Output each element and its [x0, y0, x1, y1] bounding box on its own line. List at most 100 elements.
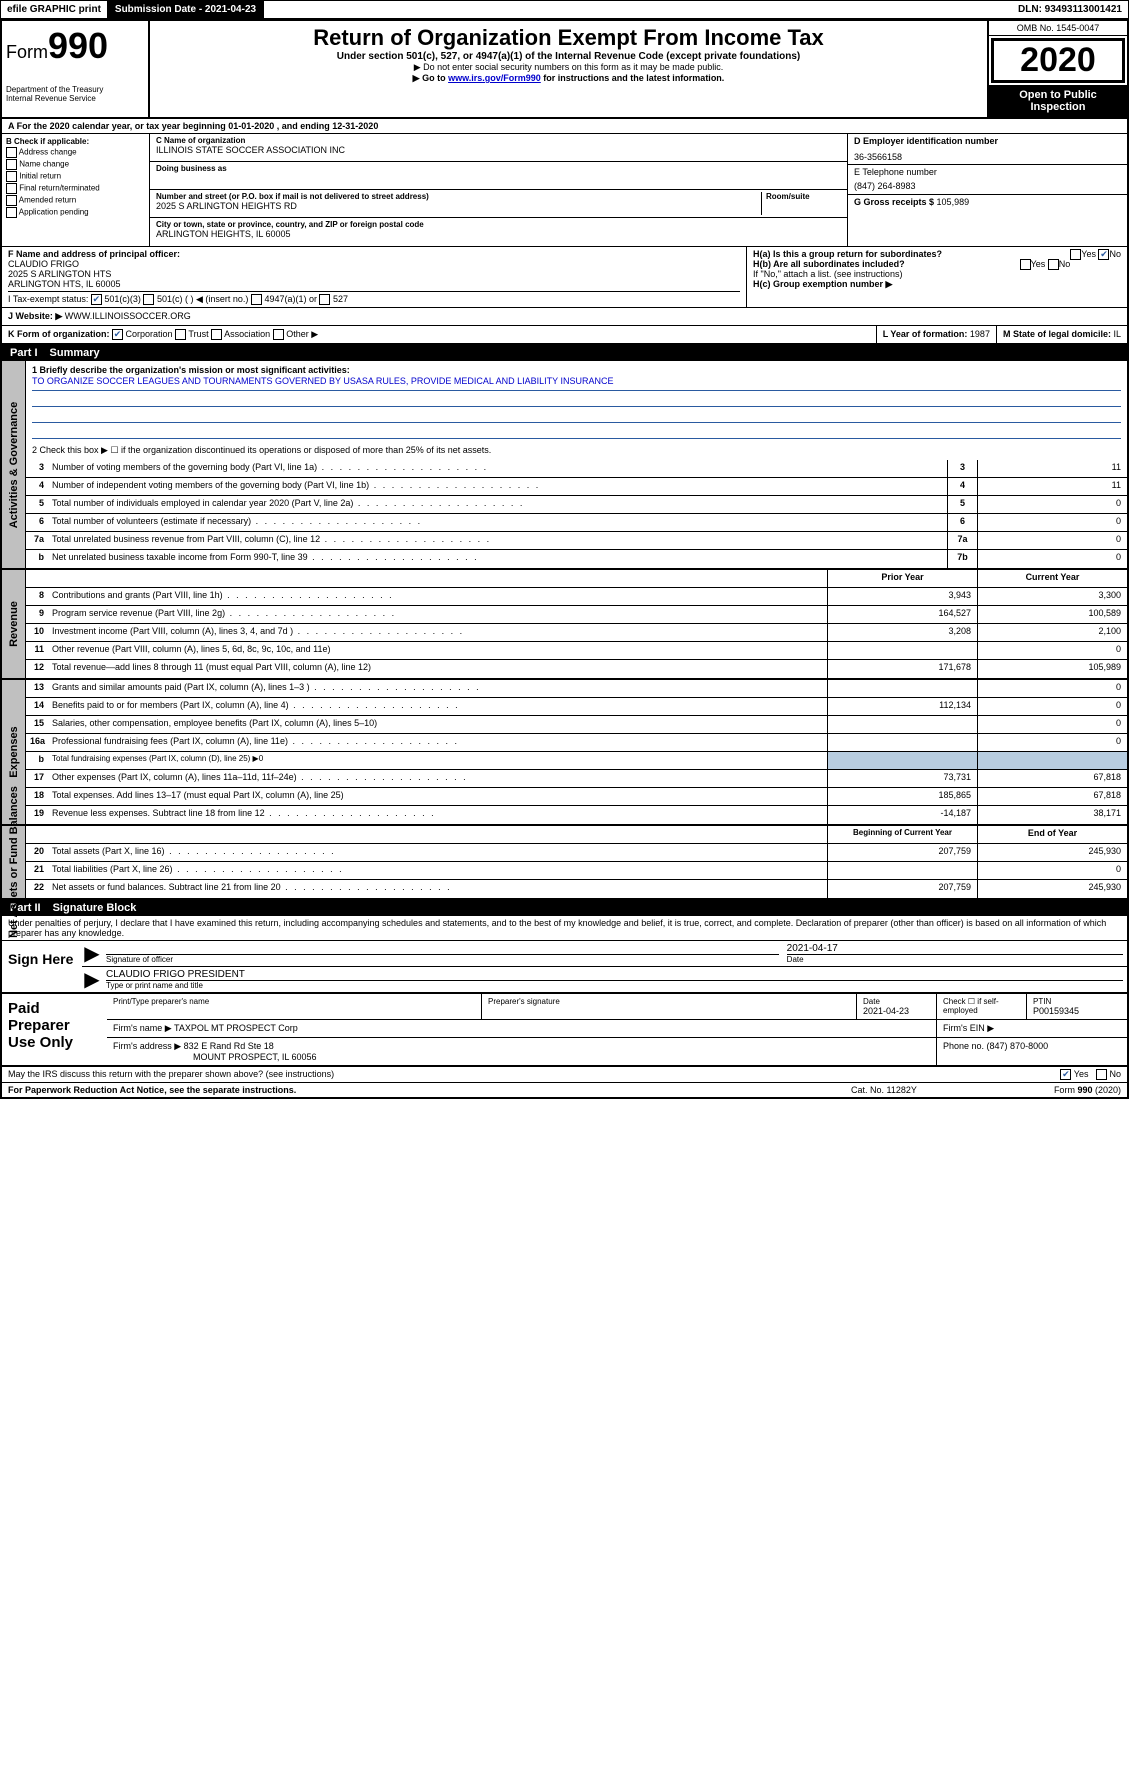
q2: 2 Check this box ▶ ☐ if the organization…: [32, 445, 1121, 456]
curr-year-header: Current Year: [977, 570, 1127, 587]
firm-name: TAXPOL MT PROSPECT Corp: [174, 1023, 298, 1033]
l4-val: 11: [977, 478, 1127, 495]
hb-label: H(b) Are all subordinates included?: [753, 259, 905, 269]
hb-no[interactable]: [1048, 259, 1059, 270]
top-bar: efile GRAPHIC print Submission Date - 20…: [0, 0, 1129, 19]
form-subtitle: Under section 501(c), 527, or 4947(a)(1)…: [158, 51, 979, 62]
chk-assoc[interactable]: [211, 329, 222, 340]
l7a-val: 0: [977, 532, 1127, 549]
col-b: B Check if applicable: Address change Na…: [2, 134, 150, 246]
l13-prior: [827, 680, 977, 697]
phone-label: Phone no.: [943, 1041, 987, 1051]
note-ssn: ▶ Do not enter social security numbers o…: [158, 62, 979, 73]
l15-desc: Salaries, other compensation, employee b…: [48, 716, 827, 733]
chk-initial: Initial return: [6, 171, 145, 182]
irs-link[interactable]: www.irs.gov/Form990: [448, 73, 541, 83]
gross: 105,989: [937, 197, 970, 207]
l12-curr: 105,989: [977, 660, 1127, 678]
net-curr-header: End of Year: [977, 826, 1127, 843]
paperwork-notice: For Paperwork Reduction Act Notice, see …: [8, 1085, 851, 1095]
officer-name: CLAUDIO FRIGO: [8, 259, 740, 269]
chk-501c[interactable]: [143, 294, 154, 305]
l5-val: 0: [977, 496, 1127, 513]
ein-label: D Employer identification number: [854, 136, 1121, 146]
l16a-prior: [827, 734, 977, 751]
org-name: ILLINOIS STATE SOCCER ASSOCIATION INC: [156, 145, 841, 155]
part2-heading: Signature Block: [53, 902, 137, 914]
chk-final: Final return/terminated: [6, 183, 145, 194]
chk-other[interactable]: [273, 329, 284, 340]
l10-curr: 2,100: [977, 624, 1127, 641]
l20-curr: 245,930: [977, 844, 1127, 861]
chk-527[interactable]: [319, 294, 330, 305]
chk-name: Name change: [6, 159, 145, 170]
efile-label[interactable]: efile GRAPHIC print: [1, 2, 107, 17]
side-governance: Activities & Governance: [2, 361, 26, 568]
city: ARLINGTON HEIGHTS, IL 60005: [156, 229, 841, 239]
l9-curr: 100,589: [977, 606, 1127, 623]
l12-prior: 171,678: [827, 660, 977, 678]
header: Form990 Department of the Treasury Inter…: [2, 21, 1127, 119]
prior-year-header: Prior Year: [827, 570, 977, 587]
state-domicile: IL: [1113, 329, 1121, 339]
prep-selfemp: Check ☐ if self-employed: [937, 994, 1027, 1019]
chk-corp[interactable]: [112, 329, 123, 340]
ha-yes[interactable]: [1070, 249, 1081, 260]
col-c: C Name of organization ILLINOIS STATE SO…: [150, 134, 847, 246]
l12-desc: Total revenue—add lines 8 through 11 (mu…: [48, 660, 827, 678]
hb-note: If "No," attach a list. (see instruction…: [753, 269, 1121, 279]
cat-no: Cat. No. 11282Y: [851, 1085, 1001, 1095]
year-formation-label: L Year of formation:: [883, 329, 970, 339]
col-b-title: B Check if applicable:: [6, 137, 145, 146]
chk-pending: Application pending: [6, 207, 145, 218]
officer-addr1: 2025 S ARLINGTON HTS: [8, 269, 740, 279]
row-a: A For the 2020 calendar year, or tax yea…: [2, 119, 1127, 134]
l6-desc: Total number of volunteers (estimate if …: [48, 514, 947, 531]
prep-date: 2021-04-23: [863, 1006, 930, 1016]
mission-blank2: [32, 407, 1121, 423]
l15-curr: 0: [977, 716, 1127, 733]
part2-header: Part II Signature Block: [2, 900, 1127, 916]
l17-curr: 67,818: [977, 770, 1127, 787]
tax-status-label: I Tax-exempt status:: [8, 294, 88, 304]
ptin: P00159345: [1033, 1006, 1121, 1016]
discuss-no[interactable]: [1096, 1069, 1107, 1080]
footer-row: For Paperwork Reduction Act Notice, see …: [2, 1083, 1127, 1097]
l21-desc: Total liabilities (Part X, line 26): [48, 862, 827, 879]
form-word: Form: [6, 42, 48, 62]
l20-desc: Total assets (Part X, line 16): [48, 844, 827, 861]
l10-desc: Investment income (Part VIII, column (A)…: [48, 624, 827, 641]
l6-val: 0: [977, 514, 1127, 531]
addr: 2025 S ARLINGTON HEIGHTS RD: [156, 201, 761, 211]
perjury-statement: Under penalties of perjury, I declare th…: [2, 916, 1127, 941]
form-version: Form 990 (2020): [1001, 1085, 1121, 1095]
note-goto: ▶ Go to www.irs.gov/Form990 for instruct…: [158, 73, 979, 84]
section-bcd: B Check if applicable: Address change Na…: [2, 134, 1127, 247]
year-formation: 1987: [970, 329, 990, 339]
row-fgh: F Name and address of principal officer:…: [2, 247, 1127, 308]
chk-trust[interactable]: [175, 329, 186, 340]
l8-prior: 3,943: [827, 588, 977, 605]
chk-501c3[interactable]: [91, 294, 102, 305]
dln: DLN: 93493113001421: [1012, 2, 1128, 17]
revenue-section: Revenue Prior YearCurrent Year 8Contribu…: [2, 570, 1127, 680]
l7b-desc: Net unrelated business taxable income fr…: [48, 550, 947, 568]
side-revenue: Revenue: [2, 570, 26, 678]
part1-label: Part I: [10, 347, 38, 359]
ha-no[interactable]: [1098, 249, 1109, 260]
l15-prior: [827, 716, 977, 733]
l11-desc: Other revenue (Part VIII, column (A), li…: [48, 642, 827, 659]
addr-label: Number and street (or P.O. box if mail i…: [156, 192, 761, 201]
hb-yes[interactable]: [1020, 259, 1031, 270]
chk-4947[interactable]: [251, 294, 262, 305]
discuss-yes[interactable]: [1060, 1069, 1071, 1080]
firm-addr1: 832 E Rand Rd Ste 18: [184, 1041, 274, 1051]
goto-suffix: for instructions and the latest informat…: [541, 73, 725, 83]
form-org-label: K Form of organization:: [8, 329, 110, 339]
firm-name-label: Firm's name ▶: [113, 1023, 172, 1033]
header-left: Form990 Department of the Treasury Inter…: [2, 21, 150, 117]
part1-header: Part I Summary: [2, 345, 1127, 361]
omb-number: OMB No. 1545-0047: [989, 21, 1127, 36]
l5-desc: Total number of individuals employed in …: [48, 496, 947, 513]
side-netassets: Net Assets or Fund Balances: [2, 826, 26, 898]
